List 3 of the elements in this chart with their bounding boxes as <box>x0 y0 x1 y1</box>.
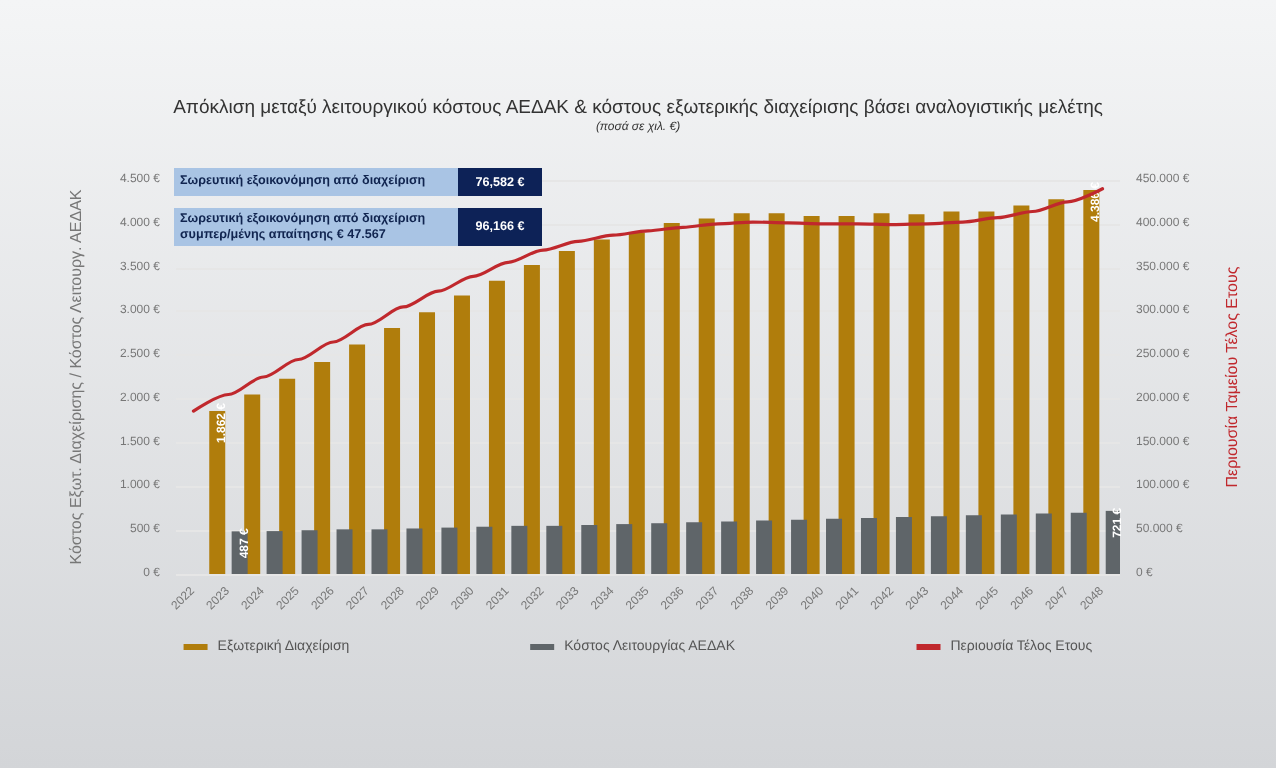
y-axis-title: Κόστος Εξωτ. Διαχείρισης / Κόστος Λειτουργ. ΑΕΔΑΚ <box>67 188 85 565</box>
y2-axis-title: Περιουσία Ταμείου Τέλος Ετους <box>1223 266 1241 488</box>
chart-title: Απόκλιση μεταξύ λειτουργικού κόστους ΑΕΔΑΚ & κόστους εξωτερικής διαχείρισης βάσει αναλογιστικής μελέτης <box>173 97 1104 119</box>
